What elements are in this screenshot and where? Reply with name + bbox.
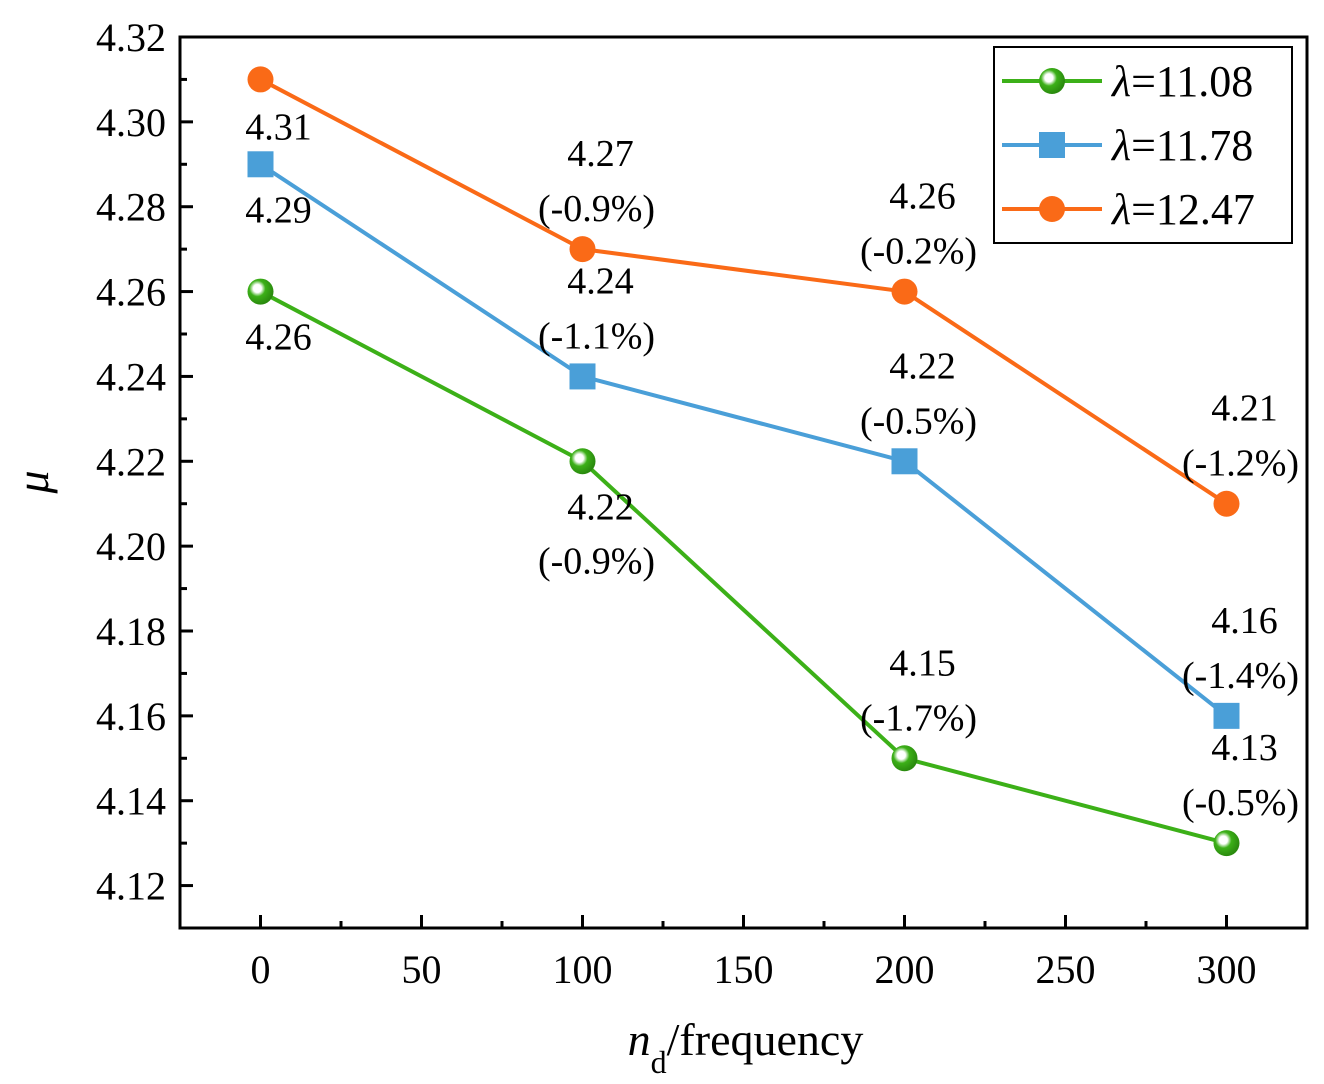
change-label-0-2: (-1.7%) bbox=[860, 697, 977, 739]
data-point-1-1 bbox=[569, 363, 596, 390]
legend-label-0: λ=11.08 bbox=[1110, 57, 1253, 106]
y-tick-label-10: 4.32 bbox=[96, 15, 166, 60]
legend: λ=11.08λ=11.78λ=12.47 bbox=[993, 46, 1293, 244]
change-label-2-3: (-1.2%) bbox=[1182, 443, 1299, 485]
x-axis-title-subscript: d bbox=[651, 1044, 667, 1080]
change-label-2-1: (-0.9%) bbox=[538, 188, 655, 230]
value-label-1-3: 4.16 bbox=[1211, 600, 1278, 642]
y-tick-label-8: 4.28 bbox=[96, 185, 166, 230]
value-label-0-3: 4.13 bbox=[1211, 727, 1278, 769]
y-tick-label-7: 4.26 bbox=[96, 270, 166, 315]
legend-marker-2 bbox=[1039, 196, 1065, 222]
series-layer bbox=[247, 66, 1240, 857]
x-tick-label-6: 300 bbox=[1197, 947, 1257, 992]
data-point-1-0 bbox=[247, 151, 274, 178]
legend-lambda-value: =11.78 bbox=[1131, 121, 1253, 170]
x-tick-label-4: 200 bbox=[875, 947, 935, 992]
data-point-0-3 bbox=[1213, 830, 1240, 857]
x-axis-title-symbol: n bbox=[628, 1014, 651, 1065]
change-label-0-1: (-0.9%) bbox=[538, 540, 655, 582]
value-label-0-2: 4.15 bbox=[889, 642, 956, 684]
legend-lambda-value: =12.47 bbox=[1131, 185, 1255, 234]
legend-label-2: λ=12.47 bbox=[1110, 185, 1255, 234]
change-label-1-1: (-1.1%) bbox=[538, 315, 655, 357]
x-tick-label-0: 0 bbox=[251, 947, 271, 992]
change-label-1-3: (-1.4%) bbox=[1182, 655, 1299, 697]
data-point-2-0 bbox=[247, 66, 274, 93]
y-tick-label-0: 4.12 bbox=[96, 864, 166, 909]
data-point-2-2 bbox=[891, 278, 918, 305]
value-label-0-0: 4.26 bbox=[245, 317, 312, 359]
value-label-2-0: 4.31 bbox=[245, 106, 312, 148]
change-label-1-2: (-0.5%) bbox=[860, 400, 977, 442]
value-label-1-1: 4.24 bbox=[567, 260, 634, 302]
series-line-0 bbox=[259, 289, 1228, 846]
y-tick-label-1: 4.14 bbox=[96, 779, 166, 824]
legend-marker-0 bbox=[1039, 68, 1065, 94]
series-line-2 bbox=[259, 77, 1228, 506]
x-axis-title-unit: /frequency bbox=[667, 1014, 864, 1065]
y-axis-title: μ bbox=[7, 470, 58, 494]
change-label-2-2: (-0.2%) bbox=[860, 231, 977, 273]
y-tick-label-6: 4.24 bbox=[96, 354, 166, 399]
data-point-0-0 bbox=[247, 278, 274, 305]
annotations-layer: 4.26 4.22 (-0.9%) 4.15 (-1.7%) 4.13 (-0.5%) 4.2… bbox=[245, 106, 1299, 824]
value-label-1-2: 4.22 bbox=[889, 345, 956, 387]
value-label-2-1: 4.27 bbox=[567, 133, 634, 175]
value-label-2-3: 4.21 bbox=[1211, 388, 1278, 430]
x-tick-label-1: 50 bbox=[402, 947, 442, 992]
series-line-1 bbox=[259, 162, 1228, 718]
data-point-0-2 bbox=[891, 745, 918, 772]
data-point-0-1 bbox=[569, 448, 596, 475]
data-point-1-2 bbox=[891, 448, 918, 475]
x-tick-label-3: 150 bbox=[714, 947, 774, 992]
value-label-2-2: 4.26 bbox=[889, 176, 956, 218]
legend-label-1: λ=11.78 bbox=[1110, 121, 1253, 170]
value-label-0-1: 4.22 bbox=[567, 486, 634, 528]
value-label-1-0: 4.29 bbox=[245, 189, 312, 231]
y-tick-label-4: 4.20 bbox=[96, 524, 166, 569]
y-tick-label-5: 4.22 bbox=[96, 439, 166, 484]
y-tick-label-3: 4.18 bbox=[96, 609, 166, 654]
y-tick-label-2: 4.16 bbox=[96, 694, 166, 739]
x-axis-title: nd/frequency bbox=[628, 1014, 864, 1080]
y-tick-label-9: 4.30 bbox=[96, 100, 166, 145]
data-point-2-1 bbox=[569, 236, 596, 263]
legend-marker-1 bbox=[1039, 132, 1065, 158]
data-point-2-3 bbox=[1213, 490, 1240, 517]
change-label-0-3: (-0.5%) bbox=[1182, 782, 1299, 824]
x-tick-label-2: 100 bbox=[553, 947, 613, 992]
legend-lambda-symbol: λ bbox=[1110, 121, 1131, 170]
legend-lambda-symbol: λ bbox=[1110, 185, 1131, 234]
x-tick-label-5: 250 bbox=[1036, 947, 1096, 992]
axes-layer: 0 50 100 150 200 250 300 4.12 4.14 4.16 4.18 4.20 4.… bbox=[7, 15, 1309, 1080]
legend-lambda-value: =11.08 bbox=[1131, 57, 1253, 106]
legend-lambda-symbol: λ bbox=[1110, 57, 1131, 106]
data-point-1-3 bbox=[1213, 702, 1240, 729]
